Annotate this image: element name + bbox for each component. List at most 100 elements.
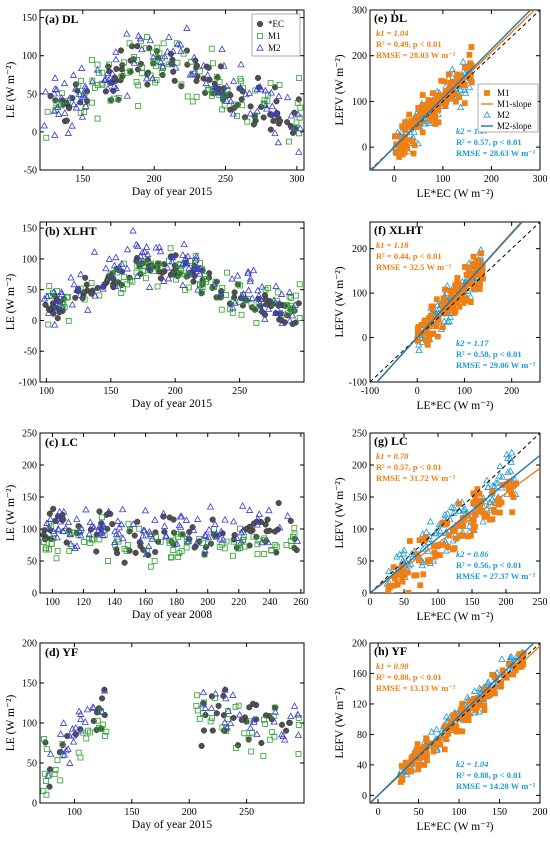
m2-point: [261, 315, 269, 322]
m2-point: [211, 520, 219, 528]
x-tick-label: 300: [289, 174, 304, 185]
m1-point: [262, 286, 269, 293]
m2-point: [254, 515, 262, 522]
m1-point: [127, 68, 134, 75]
m1-point: [224, 269, 230, 276]
legend-label: M1: [497, 88, 510, 98]
m1-point: [209, 715, 215, 721]
m2-point: [229, 303, 237, 311]
m2-point: [253, 85, 261, 92]
m2-point: [73, 285, 81, 293]
m1-point: [86, 535, 92, 542]
m1-point: [64, 294, 70, 301]
ec-point: [190, 278, 197, 285]
panel-a-dl: 150 200 250 300 -50 0 50 100 150 (a) DL Day of yea…: [5, 9, 305, 198]
m2-point: [145, 283, 154, 290]
m2-point: [62, 746, 70, 754]
m1-point: [452, 98, 459, 105]
m1-point: [411, 118, 418, 125]
m2-point: [227, 97, 235, 105]
m1-point: [406, 767, 413, 774]
m1-point: [484, 90, 490, 96]
m1-point: [42, 546, 49, 553]
plot-frame: [39, 221, 305, 383]
m2-point: [222, 97, 231, 104]
m1-point: [46, 546, 52, 553]
m1-point: [136, 262, 143, 269]
m1-point: [461, 100, 468, 107]
m1-point: [43, 791, 50, 798]
ec-point: [114, 550, 121, 557]
m1-point: [133, 79, 140, 85]
m1-point: [440, 298, 447, 305]
m1-point: [193, 702, 200, 709]
ec-point: [144, 81, 151, 88]
ec-point: [295, 96, 302, 103]
m1-point: [237, 75, 244, 82]
m2-point: [256, 299, 264, 306]
m1-point: [126, 40, 133, 47]
m2-point: [88, 522, 96, 529]
y-tick-label: 250: [22, 429, 37, 440]
m2-point: [233, 534, 241, 541]
m1-point: [400, 570, 407, 577]
m2-point: [199, 688, 208, 696]
m1-point: [118, 73, 125, 80]
m2-point: [445, 317, 453, 324]
m2-point: [78, 112, 87, 120]
m1-point: [451, 310, 458, 317]
m1-point: [429, 90, 436, 97]
m1-point: [505, 660, 512, 667]
panel-h-yf: 0 50 100 150 200 0 40 80 120 160 200 (h) YF k1 = 0.9…: [334, 639, 548, 834]
m1-point: [147, 563, 154, 570]
m1-point: [467, 299, 474, 306]
m1-point: [218, 306, 225, 313]
ec-point: [191, 544, 198, 551]
m1-point: [95, 725, 102, 731]
m2-point: [73, 542, 81, 549]
y-tick-label: -50: [24, 347, 37, 358]
m1-point: [83, 735, 90, 742]
y-tick-label: 100: [22, 254, 37, 265]
m1-point: [52, 767, 59, 773]
points: [40, 499, 302, 570]
m2-point: [222, 694, 230, 702]
m2-point: [276, 299, 284, 307]
m2-point: [163, 263, 172, 271]
m2-point: [263, 104, 271, 112]
ec-point: [209, 516, 216, 523]
ec-point: [262, 295, 269, 302]
m1-point: [241, 730, 248, 737]
x-tick-label: 0: [368, 597, 373, 608]
m1-point: [472, 523, 478, 530]
m1-point: [457, 532, 464, 539]
m2-point: [236, 83, 245, 91]
m1-point: [99, 721, 106, 728]
m1-point: [87, 729, 93, 736]
m2-point: [202, 79, 210, 87]
m2-point: [185, 264, 193, 272]
ec-point: [198, 742, 205, 749]
m1-point: [150, 267, 157, 274]
ec-point: [46, 783, 53, 790]
m2-point: [162, 531, 170, 539]
m2-rmse-value: RMSE = 14.28 W m⁻²: [456, 781, 536, 791]
m2-point: [270, 717, 278, 725]
m1-point: [287, 537, 294, 544]
points: [40, 24, 304, 155]
m1-point: [476, 286, 483, 292]
m1-point: [399, 578, 406, 585]
m1-point: [450, 79, 457, 86]
m2-point: [201, 532, 210, 539]
m2-point: [436, 527, 445, 534]
x-tick-label: 200: [533, 807, 548, 818]
legend-label: M1: [268, 31, 281, 41]
m2-point: [190, 53, 198, 61]
m1-point: [398, 140, 405, 147]
m2-point: [385, 567, 393, 574]
m2-point: [191, 263, 200, 271]
m2-point: [278, 319, 286, 326]
m1-point: [416, 557, 422, 564]
